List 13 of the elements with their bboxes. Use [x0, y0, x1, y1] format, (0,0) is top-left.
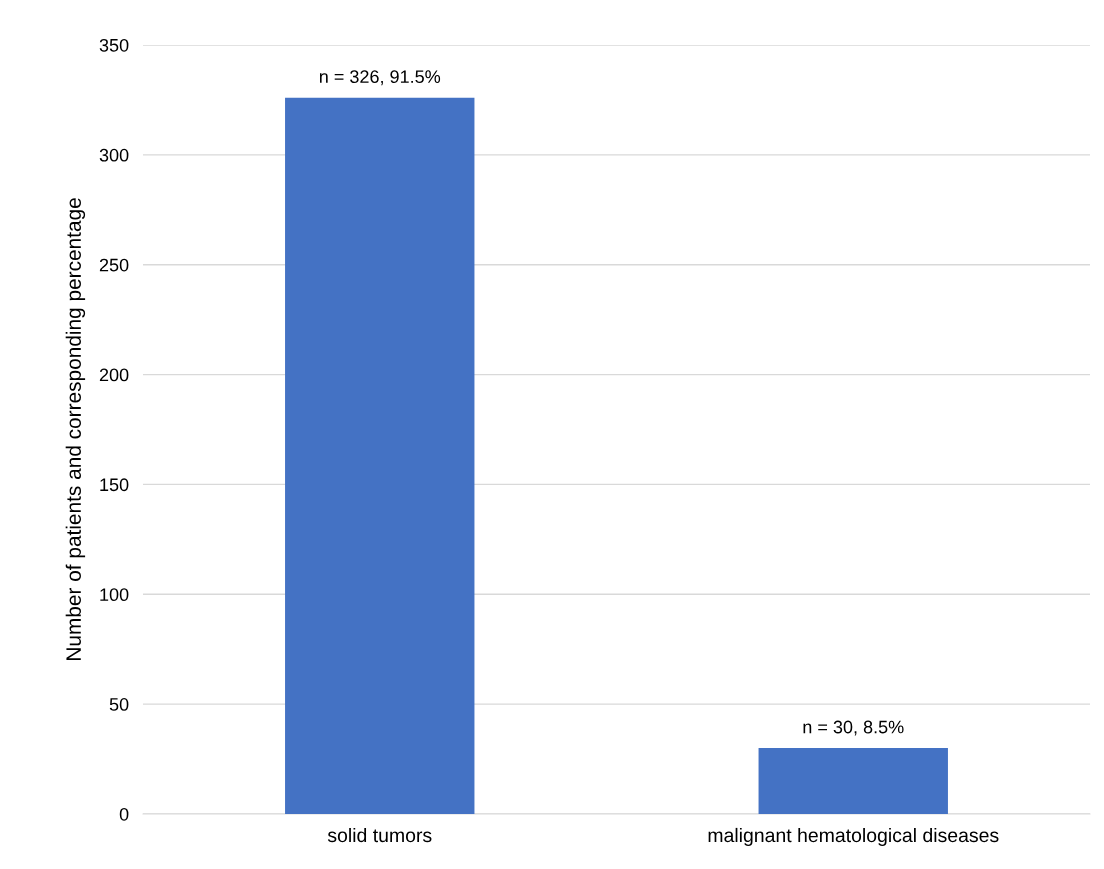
y-tick-label: 150 — [100, 478, 129, 492]
x-tick-label: malignant hematological diseases — [708, 827, 999, 847]
y-tick-label: 100 — [100, 588, 129, 602]
y-tick-label: 350 — [99, 38, 129, 52]
y-tick-label: 200 — [99, 368, 129, 382]
y-tick-label: 300 — [99, 148, 129, 162]
x-tick-label: solid tumors — [327, 827, 432, 843]
y-tick-label: 50 — [109, 698, 129, 711]
data-label: n = 30, 8.5% — [803, 720, 904, 736]
data-label: n = 326, 91.5% — [319, 70, 441, 86]
y-axis-title: Number of patients and corresponding percentage — [65, 198, 86, 660]
y-tick-label: 250 — [99, 258, 129, 272]
y-tick-label: 0 — [119, 807, 129, 821]
